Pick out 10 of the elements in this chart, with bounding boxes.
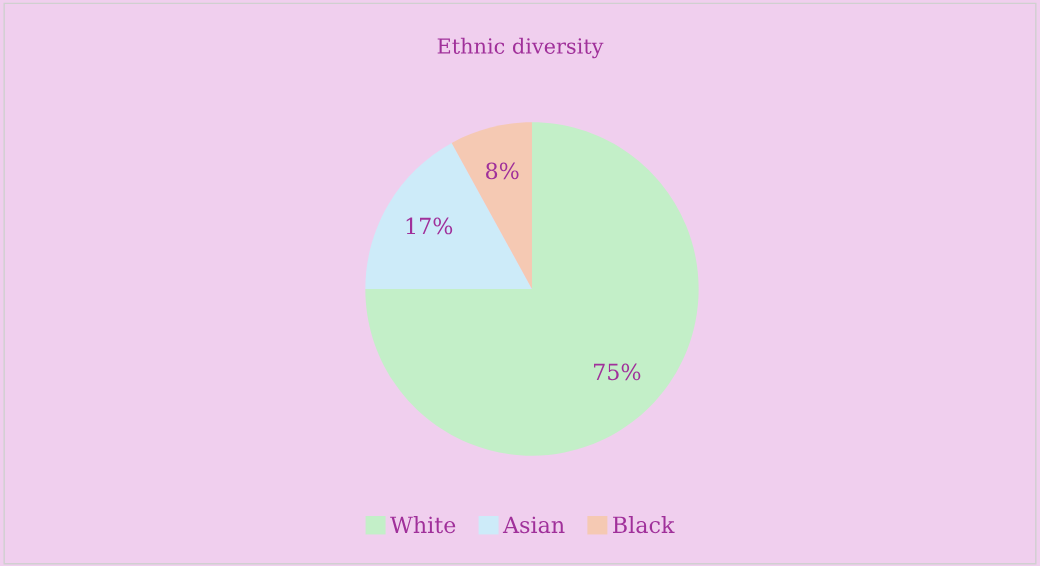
chart-title: Ethnic diversity (437, 37, 604, 59)
pie-slice (365, 142, 532, 289)
data-label: 8% (486, 162, 519, 180)
legend-label: Asian (502, 516, 565, 534)
legend-label: Black (613, 516, 675, 534)
data-label: 75% (594, 363, 641, 381)
pie-slice (451, 122, 532, 289)
legend-label: White (390, 516, 456, 534)
pie-slice (365, 122, 699, 456)
data-label: 17% (406, 217, 453, 235)
